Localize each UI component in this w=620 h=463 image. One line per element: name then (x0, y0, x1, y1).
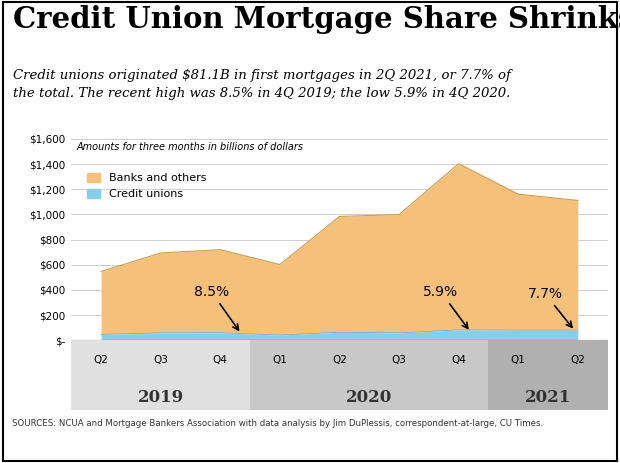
Text: Q2: Q2 (332, 355, 347, 365)
Text: Q1: Q1 (511, 355, 526, 365)
Bar (250, 340, 489, 410)
Text: Q2: Q2 (94, 355, 108, 365)
Text: Credit Union Mortgage Share Shrinks: Credit Union Mortgage Share Shrinks (14, 5, 620, 34)
Text: 2021: 2021 (525, 389, 571, 406)
Text: 2020: 2020 (346, 389, 392, 406)
Text: 5.9%: 5.9% (423, 285, 468, 328)
Bar (489, 340, 608, 410)
Text: Q1: Q1 (272, 355, 287, 365)
Text: 8.5%: 8.5% (194, 285, 239, 330)
Text: Q4: Q4 (213, 355, 228, 365)
Text: 2019: 2019 (138, 389, 184, 406)
Text: Credit unions originated $81.1B in first mortgages in 2Q 2021, or 7.7% of
the to: Credit unions originated $81.1B in first… (14, 69, 511, 100)
Legend: Banks and others, Credit unions: Banks and others, Credit unions (82, 169, 211, 204)
Text: Q2: Q2 (570, 355, 585, 365)
Text: Q4: Q4 (451, 355, 466, 365)
Bar (71, 340, 250, 410)
Text: Q3: Q3 (392, 355, 407, 365)
Text: Q3: Q3 (153, 355, 168, 365)
Text: 7.7%: 7.7% (528, 287, 572, 327)
Text: SOURCES: NCUA and Mortgage Bankers Association with data analysis by Jim DuPless: SOURCES: NCUA and Mortgage Bankers Assoc… (12, 419, 543, 428)
Text: Amounts for three months in billions of dollars: Amounts for three months in billions of … (77, 142, 304, 152)
